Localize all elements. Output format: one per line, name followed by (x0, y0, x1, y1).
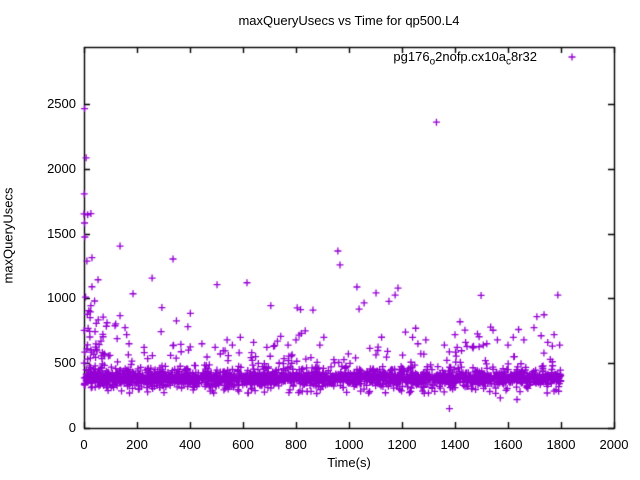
legend-label-subscript: c (505, 56, 511, 68)
x-tick-label: 1400 (440, 437, 470, 452)
y-tick-label: 2000 (47, 160, 76, 176)
y-tick-label: 1000 (47, 290, 76, 306)
x-tick-label: 600 (232, 437, 254, 452)
legend: pg176o2nofp.cx10ac8r32 (84, 49, 537, 67)
y-tick-label: 1500 (47, 225, 76, 241)
legend-label-subscript: o (429, 56, 436, 68)
legend-label: pg176o2nofp.cx10ac8r32 (393, 49, 537, 67)
x-tick-label: 1600 (493, 437, 523, 452)
y-tick-label: 500 (54, 355, 76, 371)
x-tick-label: 200 (126, 437, 148, 452)
legend-label-segment: pg176 (393, 49, 430, 64)
x-tick-label: 1000 (334, 437, 364, 452)
x-tick-label: 1800 (546, 437, 576, 452)
legend-label-segment: 8r32 (510, 49, 537, 64)
y-tick-label: 0 (68, 420, 76, 435)
x-tick-label: 1200 (387, 437, 417, 452)
legend-label-segment: 2nofp.cx10a (435, 49, 506, 64)
y-tick-label: 2500 (47, 96, 76, 112)
x-tick-label: 0 (80, 437, 88, 452)
x-tick-label: 2000 (599, 437, 629, 452)
chart-title: maxQueryUsecs vs Time for qp500.L4 (238, 13, 460, 28)
x-tick-label: 400 (179, 437, 201, 452)
x-tick-label: 800 (285, 437, 307, 452)
x-axis-label: Time(s) (327, 455, 371, 470)
